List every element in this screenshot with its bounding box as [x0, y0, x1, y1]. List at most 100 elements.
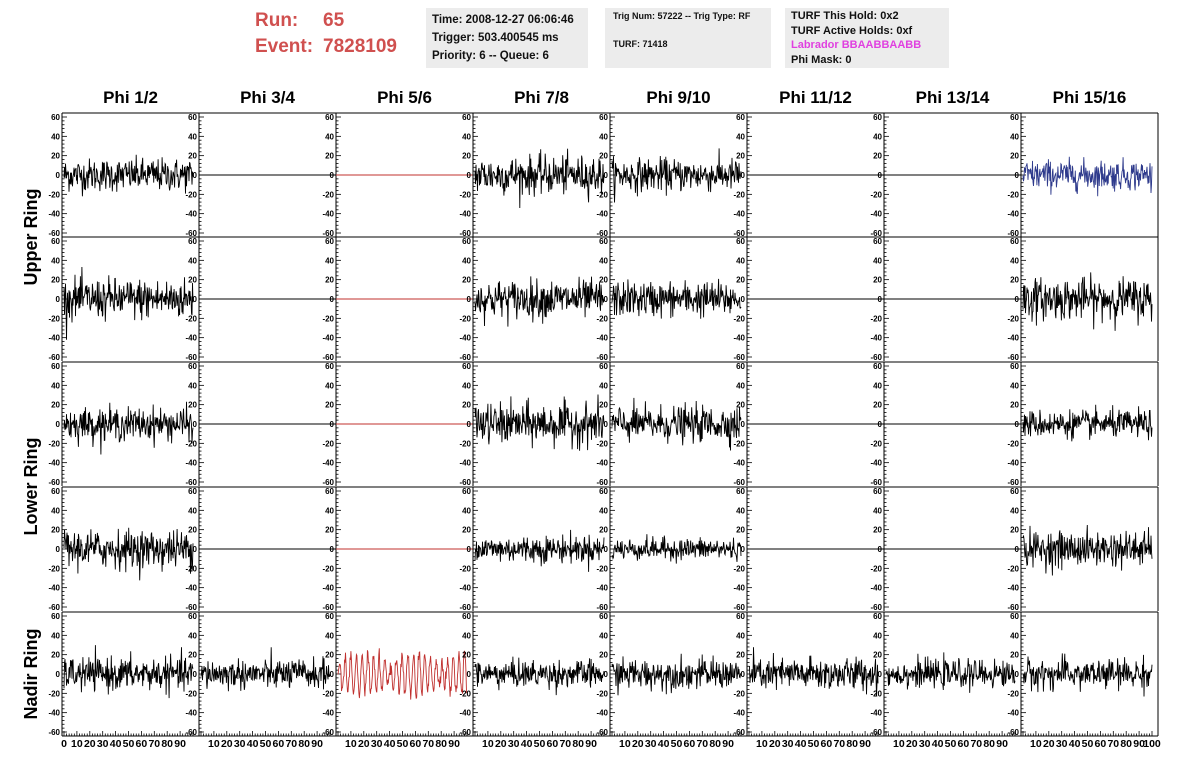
- y-tick-label: 60: [599, 113, 608, 122]
- y-tick-label: 20: [188, 152, 197, 161]
- y-tick-label: -40: [870, 334, 882, 343]
- y-tick-label: 40: [736, 256, 745, 265]
- y-tick-label: -60: [48, 353, 60, 362]
- x-tick-label: 90: [1133, 738, 1145, 750]
- y-tick-label: 20: [462, 276, 471, 285]
- y-tick-label: 60: [462, 612, 471, 621]
- y-tick-label: -20: [459, 314, 471, 323]
- y-tick-label: 0: [1015, 171, 1020, 180]
- waveform-trace: [63, 527, 194, 581]
- waveform-trace: [611, 148, 742, 203]
- y-tick-label: -60: [322, 353, 334, 362]
- x-tick-label: 90: [859, 738, 871, 750]
- y-tick-label: 0: [1015, 420, 1020, 429]
- x-tick-label: 90: [448, 738, 460, 750]
- y-tick-label: 60: [51, 237, 60, 246]
- trigger-text: Trigger: 503.400545 ms: [432, 32, 559, 44]
- y-tick-label: 0: [467, 420, 472, 429]
- y-tick-label: -60: [1007, 478, 1019, 487]
- y-tick-label: 0: [878, 420, 883, 429]
- y-tick-label: 40: [462, 631, 471, 640]
- x-tick-label: 80: [161, 738, 173, 750]
- ring-title: Upper Ring: [21, 189, 41, 286]
- y-tick-label: 20: [188, 276, 197, 285]
- y-tick-label: 0: [330, 670, 335, 679]
- x-tick-label: 30: [1056, 738, 1068, 750]
- ring-title: Nadir Ring: [21, 628, 41, 719]
- y-tick-label: -20: [870, 439, 882, 448]
- y-tick-label: 0: [330, 295, 335, 304]
- y-tick-label: 40: [51, 132, 60, 141]
- y-tick-label: 20: [736, 152, 745, 161]
- y-tick-label: -60: [870, 603, 882, 612]
- y-tick-label: 20: [599, 276, 608, 285]
- y-tick-label: 40: [599, 381, 608, 390]
- y-tick-label: 20: [462, 651, 471, 660]
- x-tick-label: 30: [234, 738, 246, 750]
- y-tick-label: 0: [878, 670, 883, 679]
- column-title: Phi 5/6: [377, 88, 432, 107]
- y-tick-label: -20: [459, 190, 471, 199]
- y-tick-label: 40: [599, 506, 608, 515]
- y-tick-label: -60: [185, 353, 197, 362]
- y-tick-label: 20: [873, 152, 882, 161]
- y-tick-label: -20: [48, 689, 60, 698]
- x-tick-label: 40: [1069, 738, 1081, 750]
- y-tick-label: 40: [462, 506, 471, 515]
- y-tick-label: -20: [596, 564, 608, 573]
- x-tick-label: 70: [1107, 738, 1119, 750]
- y-tick-label: -60: [322, 603, 334, 612]
- y-tick-label: 60: [736, 612, 745, 621]
- y-tick-label: -60: [459, 229, 471, 238]
- y-tick-label: 20: [736, 401, 745, 410]
- x-tick-label: 80: [846, 738, 858, 750]
- y-tick-label: 40: [873, 132, 882, 141]
- waveform-trace: [474, 656, 605, 696]
- y-tick-label: 40: [325, 381, 334, 390]
- y-tick-label: 60: [325, 487, 334, 496]
- y-tick-label: 20: [51, 526, 60, 535]
- y-tick-label: -20: [733, 439, 745, 448]
- y-tick-label: 0: [467, 670, 472, 679]
- y-tick-label: -60: [459, 353, 471, 362]
- y-tick-label: 0: [878, 295, 883, 304]
- x-tick-label: 10: [208, 738, 220, 750]
- y-tick-label: -60: [596, 229, 608, 238]
- y-tick-label: 40: [188, 506, 197, 515]
- y-tick-label: -60: [870, 728, 882, 737]
- x-tick-label: 50: [534, 738, 546, 750]
- x-tick-label: 40: [932, 738, 944, 750]
- y-tick-label: -40: [1007, 459, 1019, 468]
- x-tick-label: 40: [384, 738, 396, 750]
- y-tick-label: -40: [596, 210, 608, 219]
- x-tick-label: 90: [585, 738, 597, 750]
- y-tick-label: -40: [459, 334, 471, 343]
- timing-info-box: Time: 2008-12-27 06:06:46 Trigger: 503.4…: [426, 8, 588, 68]
- x-tick-label: 70: [559, 738, 571, 750]
- y-tick-label: -20: [322, 564, 334, 573]
- x-tick-label: 10: [893, 738, 905, 750]
- waveform-trace: [611, 278, 742, 319]
- x-tick-label: 10: [345, 738, 357, 750]
- y-tick-label: 0: [467, 171, 472, 180]
- y-tick-label: 20: [873, 276, 882, 285]
- x-tick-label: 90: [722, 738, 734, 750]
- y-tick-label: 0: [741, 545, 746, 554]
- y-tick-label: -20: [48, 439, 60, 448]
- y-tick-label: -60: [322, 478, 334, 487]
- y-tick-label: -20: [322, 190, 334, 199]
- turf-text: TURF: 71418: [613, 39, 668, 49]
- x-tick-label: 80: [435, 738, 447, 750]
- x-tick-label: 70: [285, 738, 297, 750]
- y-tick-label: 40: [51, 631, 60, 640]
- x-tick-label: 40: [795, 738, 807, 750]
- y-tick-label: -60: [870, 353, 882, 362]
- y-tick-label: -60: [48, 478, 60, 487]
- waveform-trace: [1022, 272, 1153, 331]
- y-tick-label: 60: [599, 487, 608, 496]
- y-tick-label: -20: [48, 314, 60, 323]
- y-tick-label: -40: [870, 210, 882, 219]
- y-tick-label: 40: [1010, 256, 1019, 265]
- x-tick-label: 90: [174, 738, 186, 750]
- y-tick-label: -40: [870, 584, 882, 593]
